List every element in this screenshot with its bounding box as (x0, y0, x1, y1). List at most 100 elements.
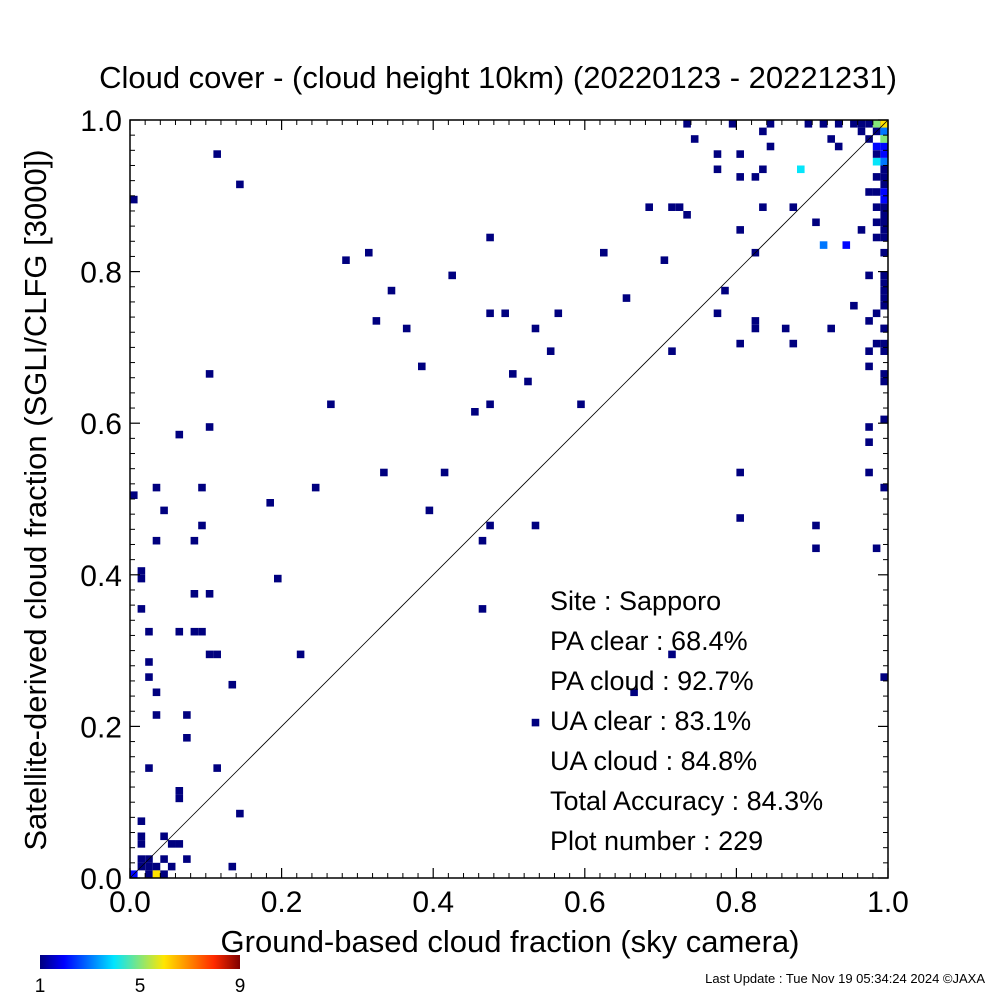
data-point (834, 142, 843, 151)
data-point (205, 370, 214, 378)
data-point (152, 870, 161, 878)
data-point (448, 271, 456, 280)
data-point (554, 309, 563, 318)
stat-line: Plot number : 229 (550, 826, 763, 856)
data-point (872, 188, 881, 196)
data-point (167, 862, 176, 871)
data-point (736, 514, 744, 522)
data-point (880, 279, 888, 287)
data-point (872, 544, 881, 553)
data-point (872, 339, 881, 348)
data-point (827, 324, 835, 333)
data-point (190, 590, 199, 598)
data-point (213, 150, 221, 158)
data-point (880, 347, 888, 355)
data-point (880, 180, 888, 189)
reference-diagonal-line (129, 119, 889, 879)
data-point (713, 150, 722, 158)
data-point (789, 203, 798, 211)
data-point (198, 627, 206, 636)
x-tick-label: 0.0 (109, 886, 151, 919)
data-point (145, 764, 153, 772)
y-axis-label: Satellite-derived cloud fraction (SGLI/C… (18, 149, 53, 850)
data-point (751, 173, 760, 181)
data-point (751, 324, 760, 333)
data-point (213, 764, 221, 772)
data-point (365, 248, 373, 257)
data-point (145, 870, 153, 878)
data-point (759, 165, 767, 174)
data-point (440, 468, 449, 477)
y-tick-label: 1.0 (80, 105, 122, 138)
data-point (160, 855, 168, 863)
data-point (501, 309, 509, 318)
stat-line: UA cloud : 84.8% (550, 746, 757, 776)
data-point (145, 862, 153, 871)
colorbar-tick-label: 1 (35, 976, 46, 997)
x-tick-label: 0.4 (412, 886, 454, 919)
stat-line: UA clear : 83.1% (550, 706, 751, 736)
data-point (766, 142, 775, 151)
data-point (880, 135, 888, 143)
data-point (865, 120, 873, 128)
data-point (812, 218, 820, 227)
data-point (266, 499, 274, 507)
data-point (819, 120, 828, 128)
data-point (190, 536, 199, 545)
data-point (781, 324, 790, 333)
data-point (228, 862, 237, 871)
data-point (167, 840, 176, 848)
data-point (865, 362, 873, 371)
data-point (486, 233, 494, 242)
data-point (880, 248, 888, 257)
data-point (683, 211, 691, 219)
data-point (751, 317, 760, 325)
data-point (175, 840, 184, 848)
data-point (478, 605, 487, 613)
data-point (160, 870, 168, 878)
data-point (296, 650, 305, 659)
data-point (880, 188, 888, 196)
data-point (213, 650, 221, 659)
data-point (531, 521, 540, 530)
data-point (766, 120, 775, 128)
data-point (812, 544, 820, 553)
data-point (789, 339, 798, 348)
data-point (387, 286, 396, 295)
data-point (478, 536, 487, 545)
data-point (342, 256, 350, 264)
data-point (152, 711, 161, 719)
data-point (865, 188, 873, 196)
data-point (872, 120, 881, 128)
stat-line: Total Accuracy : 84.3% (550, 786, 823, 816)
data-point (872, 309, 881, 318)
data-point (827, 135, 835, 143)
data-point (880, 301, 888, 310)
data-point (880, 233, 888, 242)
data-point (865, 317, 873, 325)
colorbar-labels: 1 5 9 (35, 976, 246, 997)
data-point (736, 226, 744, 234)
y-tick-label: 0.4 (80, 560, 122, 593)
x-tick-label: 0.8 (716, 886, 758, 919)
data-point (736, 173, 744, 181)
axis-ticks: 0.0 0.2 0.4 0.6 0.8 1.0 0.0 0.2 0.4 0.6 0.8 1.0 (80, 105, 909, 919)
data-point (152, 483, 161, 492)
x-tick-label: 0.6 (564, 886, 606, 919)
data-point (721, 286, 729, 295)
data-point (759, 127, 767, 136)
data-point (175, 794, 184, 803)
data-point (152, 688, 161, 697)
data-point (865, 423, 873, 431)
y-tick-label: 0.6 (80, 408, 122, 441)
data-point (425, 506, 434, 515)
data-point (857, 120, 866, 128)
data-point (668, 347, 676, 355)
data-point (471, 408, 479, 416)
data-point (190, 627, 199, 636)
data-point (137, 817, 146, 825)
data-point (880, 173, 888, 181)
data-point (145, 673, 153, 681)
data-point (683, 120, 691, 128)
